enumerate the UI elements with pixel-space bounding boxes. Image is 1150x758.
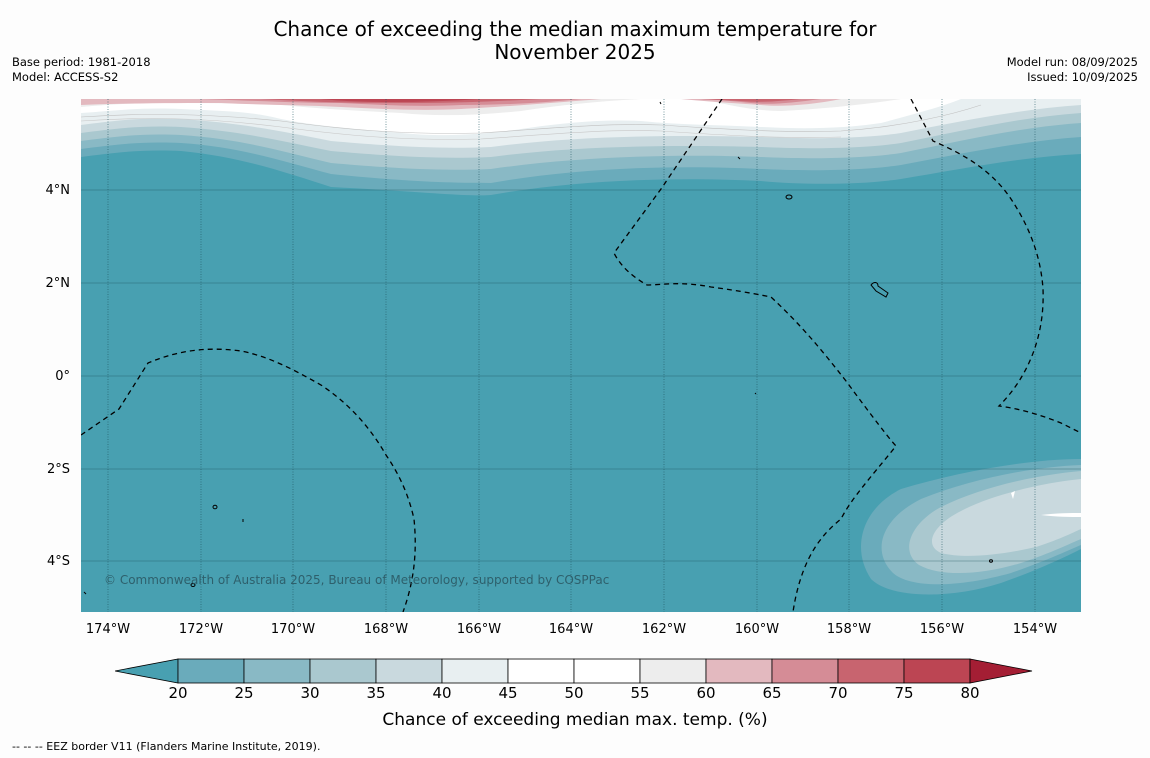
lat-label: 0°: [55, 369, 70, 384]
colorbar-tick: 75: [894, 684, 914, 702]
colorbar-segment: [177, 658, 245, 684]
island-shape: [212, 504, 218, 510]
colorbar-tick: 20: [168, 684, 188, 702]
lon-label: 156°W: [919, 622, 965, 637]
lon-label: 166°W: [456, 622, 502, 637]
contour-band-80: [321, 99, 481, 102]
island-shape: [659, 101, 662, 105]
issued-text: Issued: 10/09/2025: [1027, 70, 1138, 84]
island-shape: [83, 591, 87, 595]
graticule-lat: [81, 189, 1081, 562]
lat-label: 4°N: [45, 183, 71, 198]
colorbar-tick: 60: [696, 684, 716, 702]
colorbar-tick: 70: [828, 684, 848, 702]
model-text: Model: ACCESS-S2: [12, 70, 119, 84]
lon-label: 162°W: [641, 622, 687, 637]
colorbar-svg: [114, 658, 1033, 684]
colorbar-segment: [837, 658, 905, 684]
colorbar-segment: [375, 658, 443, 684]
colorbar-tick: 30: [300, 684, 320, 702]
lon-label: 168°W: [363, 622, 409, 637]
colorbar-tick: 55: [630, 684, 650, 702]
map-panel: [81, 99, 1081, 612]
lat-label: 2°N: [45, 276, 71, 291]
colorbar-label: Chance of exceeding median max. temp. (%…: [382, 710, 768, 730]
meta-right: Model run: 08/09/2025 Issued: 10/09/2025: [1007, 55, 1138, 85]
copyright-text: © Commonwealth of Australia 2025, Bureau…: [104, 573, 610, 587]
island-shape: [870, 282, 889, 298]
lon-label: 174°W: [85, 622, 131, 637]
map-title: Chance of exceeding the median maximum t…: [0, 18, 1150, 64]
colorbar-segment: [309, 658, 377, 684]
lon-label: 158°W: [826, 622, 872, 637]
eez-footnote: -- -- -- EEZ border V11 (Flanders Marine…: [12, 740, 321, 753]
colorbar-tick: 25: [234, 684, 254, 702]
colorbar-segment: [639, 658, 707, 684]
lat-label: 4°S: [46, 554, 70, 569]
colorbar: [114, 658, 1037, 688]
colorbar-tick: 80: [960, 684, 980, 702]
graticule: [107, 99, 1036, 612]
colorbar-tick: 45: [498, 684, 518, 702]
lon-label: 172°W: [178, 622, 224, 637]
contour-se-45: [1011, 491, 1081, 517]
island-shape: [785, 194, 793, 200]
island-shape: [754, 392, 757, 395]
colorbar-segment: [441, 658, 509, 684]
contour-line: [81, 104, 982, 134]
colorbar-segment: [903, 658, 971, 684]
model-run-text: Model run: 08/09/2025: [1006, 55, 1138, 69]
map-title-line2: November 2025: [494, 40, 656, 64]
island-shape: [737, 156, 741, 160]
colorbar-segment: [243, 658, 311, 684]
colorbar-segment: [771, 658, 839, 684]
meta-left: Base period: 1981-2018 Model: ACCESS-S2: [12, 55, 151, 85]
contour-se-40: [931, 479, 1081, 556]
lon-label: 170°W: [270, 622, 316, 637]
map-svg: [81, 99, 1081, 612]
colorbar-segment: [573, 658, 641, 684]
colorbar-segment: [507, 658, 575, 684]
lon-label: 164°W: [548, 622, 594, 637]
islands: [83, 101, 993, 595]
island-shape: [190, 583, 196, 587]
colorbar-tick: 35: [366, 684, 386, 702]
colorbar-tick: 50: [564, 684, 584, 702]
colorbar-segment: [705, 658, 773, 684]
base-period-text: Base period: 1981-2018: [12, 55, 151, 69]
map-title-line1: Chance of exceeding the median maximum t…: [273, 17, 877, 41]
lon-label: 154°W: [1012, 622, 1058, 637]
colorbar-extend-high: [969, 658, 1033, 684]
eez-border: [81, 99, 1081, 612]
lat-label: 2°S: [46, 462, 70, 477]
colorbar-tick: 40: [432, 684, 452, 702]
island-shape: [989, 559, 993, 563]
colorbar-extend-low: [114, 658, 179, 684]
contour-line: [81, 118, 842, 140]
colorbar-tick: 65: [762, 684, 782, 702]
lon-label: 160°W: [734, 622, 780, 637]
